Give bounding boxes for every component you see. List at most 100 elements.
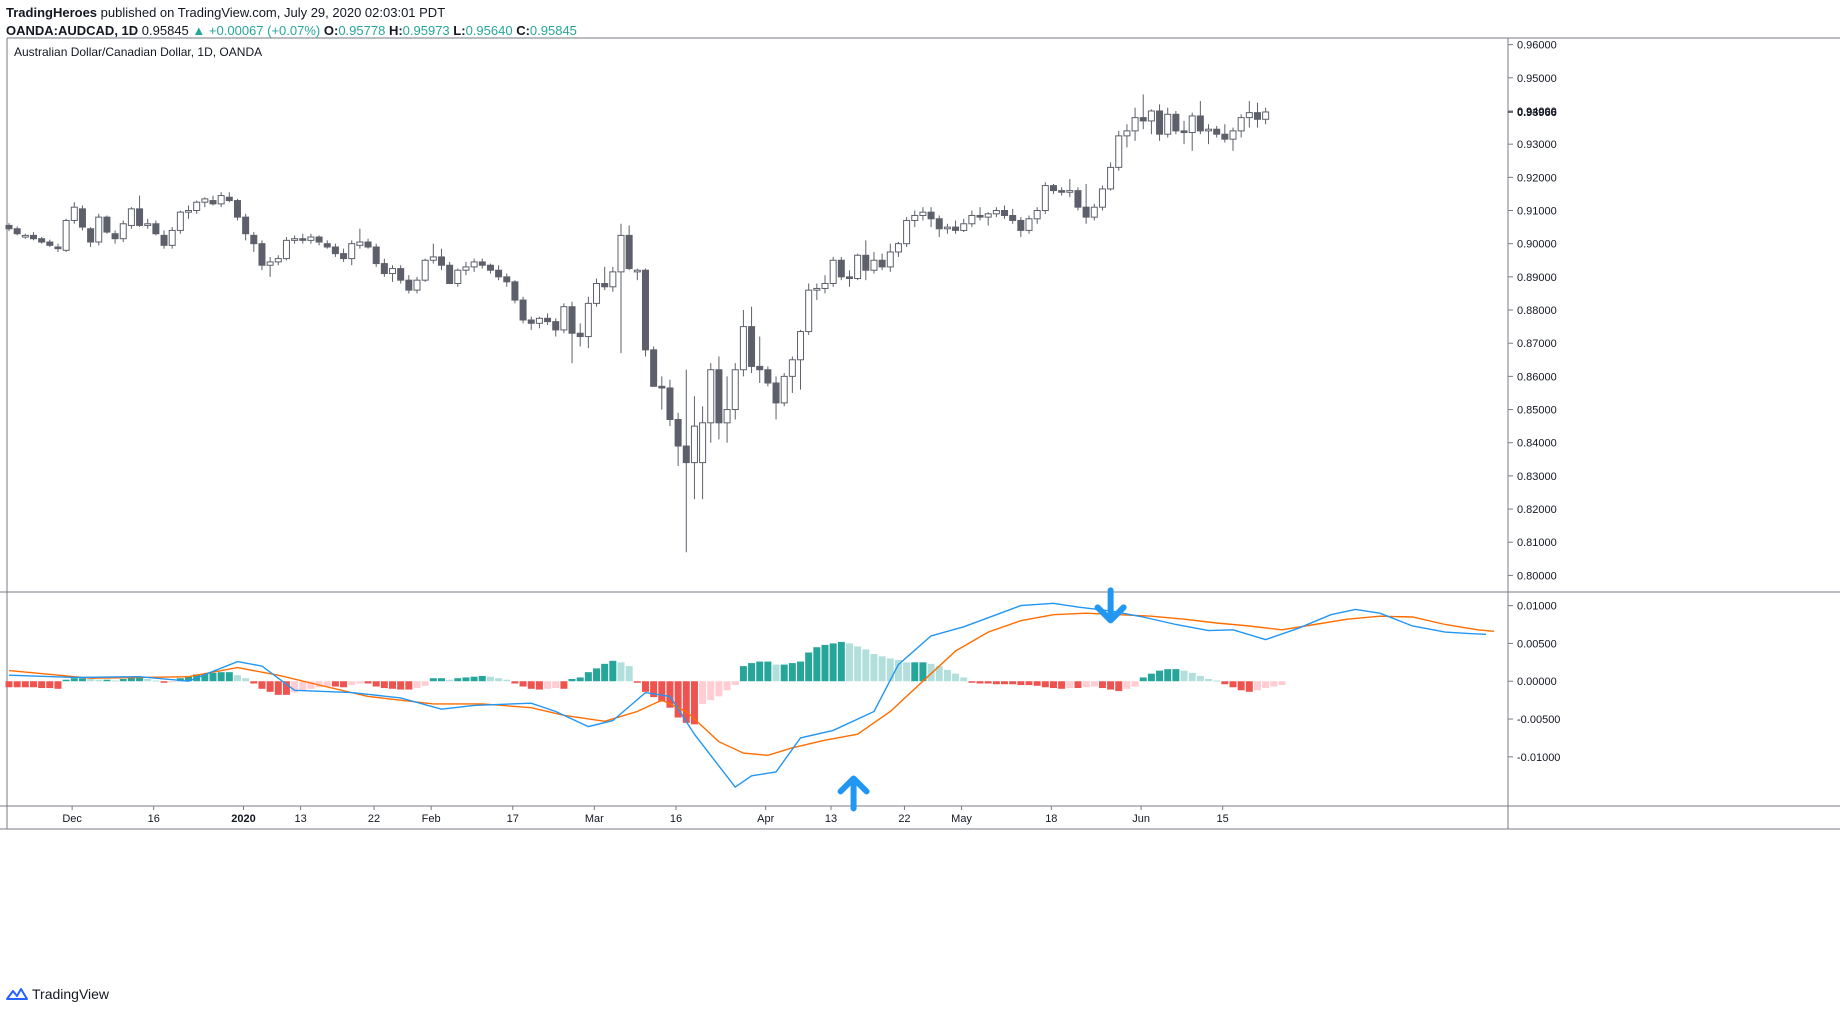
candle-up — [593, 282, 601, 304]
macd-histogram-bar — [5, 681, 13, 688]
candle-down — [1196, 115, 1204, 132]
macd-histogram-bar — [837, 641, 845, 682]
price-tick-label: 0.82000 — [1517, 504, 1557, 516]
candle-up — [821, 282, 829, 289]
macd-histogram-bar — [486, 676, 494, 682]
time-tick-label: 15 — [1217, 813, 1229, 825]
macd-histogram-bar — [560, 681, 568, 689]
macd-histogram-bar — [984, 681, 992, 684]
macd-histogram-bar — [1147, 673, 1155, 682]
macd-histogram-bar — [641, 681, 649, 692]
macd-histogram-bar — [748, 663, 756, 682]
time-tick-label: 13 — [825, 813, 837, 825]
candle-up — [429, 256, 437, 261]
candle-down — [1001, 210, 1009, 216]
candle-up — [1098, 188, 1106, 208]
candle-down — [250, 234, 258, 245]
time-tick-label: 16 — [670, 813, 682, 825]
candle-up — [282, 239, 290, 260]
candle-up — [168, 229, 176, 246]
macd-histogram-bar — [250, 681, 258, 684]
candle-up — [1090, 206, 1098, 218]
macd-histogram-bar — [666, 681, 674, 708]
candle-down — [1082, 206, 1090, 218]
candle-up — [274, 258, 282, 263]
candle-down — [1074, 190, 1082, 208]
candle-up — [119, 223, 127, 240]
candle-down — [1156, 110, 1164, 135]
macd-histogram-bar — [878, 656, 886, 682]
macd-histogram-bar — [54, 681, 62, 689]
candle-down — [641, 269, 649, 351]
macd-histogram-bar — [168, 681, 176, 683]
time-tick-label: Apr — [757, 813, 774, 825]
candle-up — [462, 266, 470, 271]
candle-down — [568, 306, 576, 334]
candle-down — [372, 246, 380, 265]
price-tick-label: 0.84000 — [1517, 438, 1557, 450]
time-tick-label: Dec — [62, 813, 82, 825]
candle-down — [1213, 128, 1221, 135]
price-tick-label: 0.95000 — [1517, 73, 1557, 85]
publisher-name[interactable]: TradingHeroes — [6, 5, 98, 20]
macd-histogram-bar — [1001, 681, 1009, 685]
tradingview-logo-icon — [6, 988, 28, 1000]
macd-histogram-bar — [340, 681, 348, 688]
arrow-down-icon — [1094, 587, 1127, 624]
macd-histogram-bar — [1107, 681, 1115, 690]
candle-down — [340, 253, 348, 260]
macd-histogram-bar — [1196, 675, 1204, 682]
macd-histogram-bar — [739, 666, 747, 682]
macd-histogram-bar — [372, 681, 380, 687]
time-tick-label: 18 — [1045, 813, 1057, 825]
candle-down — [1049, 185, 1057, 192]
macd-histogram-bar — [1082, 681, 1090, 688]
macd-histogram-bar — [21, 681, 29, 688]
macd-histogram-bar — [813, 647, 821, 682]
time-tick-label: Feb — [422, 813, 441, 825]
low-label: L: — [453, 23, 466, 38]
candle-up — [919, 211, 927, 216]
candle-up — [421, 259, 429, 281]
candle-down — [625, 234, 633, 270]
price-change: +0.00067 (+0.07%) — [208, 23, 321, 38]
macd-histogram-bar — [291, 681, 299, 693]
candle-up — [1164, 113, 1172, 135]
candle-down — [78, 208, 86, 228]
candle-up — [690, 425, 698, 464]
macd-histogram-bar — [535, 681, 543, 690]
candle-up — [1025, 218, 1033, 231]
symbol-name[interactable]: OANDA:AUDCAD, 1D — [6, 23, 139, 38]
macd-histogram-bar — [919, 662, 927, 682]
candle-up — [201, 198, 209, 203]
candle-down — [54, 246, 62, 250]
price-tick-label: 0.86000 — [1517, 371, 1557, 383]
candle-down — [1009, 214, 1017, 221]
macd-histogram-bar — [788, 663, 796, 682]
candle-down — [38, 238, 46, 243]
macd-histogram-bar — [1180, 670, 1188, 682]
macd-histogram-bar — [176, 678, 184, 682]
footer-brand[interactable]: TradingView — [32, 986, 110, 1002]
symbol-line: OANDA:AUDCAD, 1D 0.95845 ▲ +0.00067 (+0.… — [6, 22, 577, 40]
candle-down — [756, 365, 764, 371]
macd-histogram-bar — [421, 681, 429, 686]
candle-down — [46, 241, 54, 246]
macd-histogram-bar — [886, 658, 894, 682]
macd-histogram-bar — [1188, 672, 1196, 682]
time-tick-label: Mar — [585, 813, 604, 825]
price-tick-label: 0.93000 — [1517, 139, 1557, 151]
candle-down — [225, 196, 233, 202]
macd-histogram-bar — [544, 681, 552, 689]
candle-up — [62, 219, 70, 251]
macd-histogram-bar — [576, 677, 584, 682]
macd-histogram-bar — [862, 649, 870, 682]
macd-histogram-bar — [935, 666, 943, 682]
candle-up — [176, 211, 184, 231]
candle-down — [103, 216, 111, 233]
footer: TradingView — [6, 986, 109, 1002]
candle-down — [29, 234, 37, 240]
price-tick-label: 0.81000 — [1517, 537, 1557, 549]
candle-down — [772, 382, 780, 404]
